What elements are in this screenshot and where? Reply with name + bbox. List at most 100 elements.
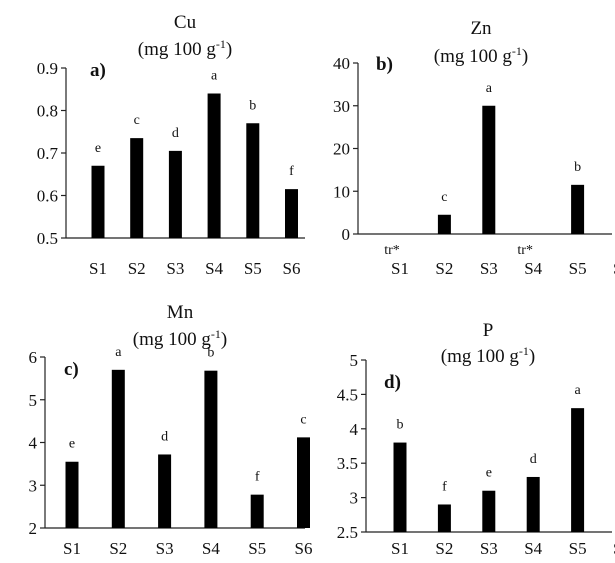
panel-a-significance-letter-S4: a (211, 69, 218, 84)
panel-b-y-tick-label: 20 (333, 140, 350, 159)
panel-b-trace-label-S1: tr* (384, 243, 400, 258)
panel-a-bar-S4 (207, 93, 221, 238)
panel-a-x-tick-label-S1: S1 (89, 259, 107, 278)
panel-d-bar-S3 (482, 490, 496, 532)
panel-d-significance-letter-S5: a (574, 383, 581, 398)
panel-d-bar-S4 (526, 476, 540, 532)
panel-d-x-tick-label-S2: S2 (435, 539, 453, 558)
panel-a-bar-S1 (91, 165, 105, 238)
panel-c-chart-subtitle: (mg 100 g-1) (133, 327, 227, 350)
panel-a-significance-letter-S3: d (172, 126, 179, 141)
panel-b-significance-letter-S2: c (441, 190, 447, 205)
panel-c-y-tick-label: 6 (29, 348, 38, 367)
panel-b-panel-label: b) (376, 54, 393, 75)
panel-b-x-tick-label-S1: S1 (391, 259, 409, 278)
panel-d-y-tick-label: 3 (350, 489, 359, 508)
panel-c-y-tick-label: 3 (29, 476, 38, 495)
panel-d-chart-subtitle: (mg 100 g-1) (441, 344, 535, 367)
panel-d-x-tick-label-S5: S5 (569, 539, 587, 558)
panel-a-x-tick-label-S5: S5 (244, 259, 262, 278)
panel-b-y-tick-label: 30 (333, 97, 350, 116)
panel-a-y-tick-label: 0.7 (37, 144, 59, 163)
panel-b-significance-letter-S3: a (486, 81, 493, 96)
panel-c-significance-letter-S1: e (69, 437, 75, 452)
panel-a-chart-subtitle: (mg 100 g-1) (138, 37, 232, 60)
panel-c-bar-S6 (297, 437, 310, 528)
panel-d-significance-letter-S2: f (442, 479, 447, 494)
panel-c-y-tick-label: 2 (29, 519, 38, 538)
panel-b-x-tick-label-S5: S5 (569, 259, 587, 278)
panel-a-x-tick-label-S2: S2 (128, 259, 146, 278)
panel-d-significance-letter-S3: e (486, 466, 492, 481)
panel-c-panel-label: c) (64, 359, 79, 380)
panel-b-x-tick-label-S6: S6 (613, 259, 615, 278)
panel-b-bar-S5 (571, 184, 585, 234)
panel-a-bar-S3 (168, 150, 182, 238)
panel-a-panel-label: a) (90, 60, 106, 81)
panel-c-bar-S2 (111, 369, 125, 528)
panel-b-bar-S2 (437, 214, 451, 234)
panel-c-x-tick-label-S1: S1 (63, 539, 81, 558)
panel-c-x-tick-label-S5: S5 (248, 539, 266, 558)
panel-d-panel-label: d) (384, 372, 401, 393)
panel-c-x-tick-label-S6: S6 (295, 539, 313, 558)
panel-a-y-tick-label: 0.6 (37, 187, 58, 206)
panel-c-chart-title: Mn (167, 302, 194, 323)
panel-d-y-tick-label: 5 (350, 351, 359, 370)
panel-c-y-tick-label: 4 (29, 434, 38, 453)
panel-c-bar-S5 (250, 494, 264, 528)
panel-a-x-tick-label-S6: S6 (283, 259, 301, 278)
panel-d-significance-letter-S1: b (397, 418, 404, 433)
panel-c-y-tick-label: 5 (29, 391, 38, 410)
panel-c-significance-letter-S6: c (300, 412, 306, 427)
panel-c-x-tick-label-S4: S4 (202, 539, 220, 558)
panel-c-x-tick-label-S2: S2 (109, 539, 127, 558)
panel-b-x-tick-label-S3: S3 (480, 259, 498, 278)
panel-a-x-tick-label-S3: S3 (166, 259, 184, 278)
panel-d-significance-letter-S4: d (530, 452, 537, 467)
panel-d-bar-S1 (393, 442, 407, 532)
panel-a-y-tick-label: 0.8 (37, 102, 58, 121)
panel-a-bar-S5 (246, 123, 260, 238)
panel-c-significance-letter-S2: a (115, 345, 122, 360)
panel-b-chart-subtitle: (mg 100 g-1) (434, 44, 528, 67)
panel-d-y-tick-label: 4.5 (337, 385, 358, 404)
panel-d-x-tick-label-S6: S6 (613, 539, 615, 558)
panel-c-bar-S3 (158, 454, 172, 528)
panel-d-bar-S5 (571, 408, 585, 532)
panel-a-significance-letter-S5: b (249, 98, 256, 113)
panel-a-significance-letter-S1: e (95, 141, 101, 156)
panel-a-bar-S2 (130, 138, 144, 238)
panel-a-y-tick-label: 0.9 (37, 59, 58, 78)
panel-a-bar-S6 (285, 189, 298, 238)
panel-d-y-tick-label: 4 (350, 420, 359, 439)
panel-b-y-tick-label: 0 (342, 225, 351, 244)
panel-b-chart-title: Zn (470, 18, 492, 39)
panel-d-y-tick-label: 3.5 (337, 454, 358, 473)
panel-c-x-tick-label-S3: S3 (156, 539, 174, 558)
panel-c-bar-S1 (65, 461, 79, 528)
panel-b-x-tick-label-S2: S2 (435, 259, 453, 278)
panel-c-significance-letter-S5: f (255, 470, 260, 485)
panel-d-chart-title: P (483, 320, 494, 341)
panel-c-significance-letter-S3: d (161, 429, 168, 444)
panel-c-bar-S4 (204, 370, 218, 528)
panel-d-x-tick-label-S4: S4 (524, 539, 542, 558)
panel-d-x-tick-label-S3: S3 (480, 539, 498, 558)
panel-b-y-tick-label: 40 (333, 54, 350, 73)
panel-d-bar-S2 (437, 504, 451, 532)
panel-a-y-tick-label: 0.5 (37, 229, 58, 248)
panel-a-significance-letter-S6: f (289, 164, 294, 179)
panel-a-x-tick-label-S4: S4 (205, 259, 223, 278)
panel-a-significance-letter-S2: c (134, 113, 140, 128)
panel-d-y-tick-label: 2.5 (337, 523, 358, 542)
panel-b-y-tick-label: 10 (333, 182, 350, 201)
panel-b-significance-letter-S5: b (574, 160, 581, 175)
panel-b-x-tick-label-S4: S4 (524, 259, 542, 278)
panel-b-bar-S3 (482, 105, 496, 234)
panel-a-chart-title: Cu (174, 12, 197, 33)
panel-c-significance-letter-S4: b (207, 346, 214, 361)
panel-b-trace-label-S4: tr* (517, 243, 533, 258)
panel-d-x-tick-label-S1: S1 (391, 539, 409, 558)
